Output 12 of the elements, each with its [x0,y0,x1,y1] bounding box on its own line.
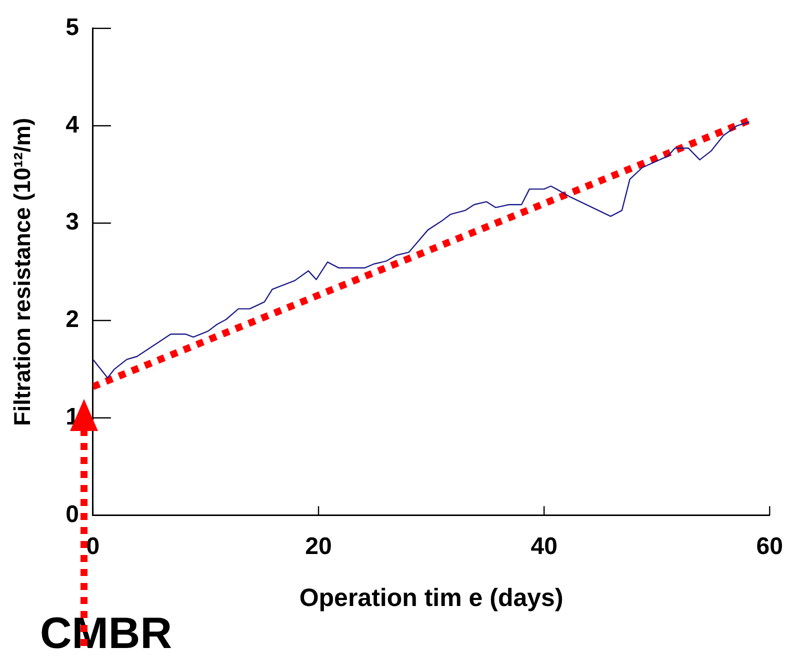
x-axis-title: Operation tim e (days) [299,584,564,612]
y-tick-label: 0 [66,500,79,528]
y-tick-label: 5 [66,14,79,42]
text: CMBR [40,609,172,658]
x-tick-label: 40 [530,533,558,560]
x-tick-label: 0 [86,533,100,560]
y-tick-label: 4 [66,111,80,138]
y-tick-label: 3 [66,208,79,236]
y-axis-title: Filtration resistance (10¹²/m) [9,118,36,426]
x-tick-label: 20 [305,533,332,560]
x-tick-label: 60 [756,533,784,560]
y-tick-label: 2 [66,306,79,334]
